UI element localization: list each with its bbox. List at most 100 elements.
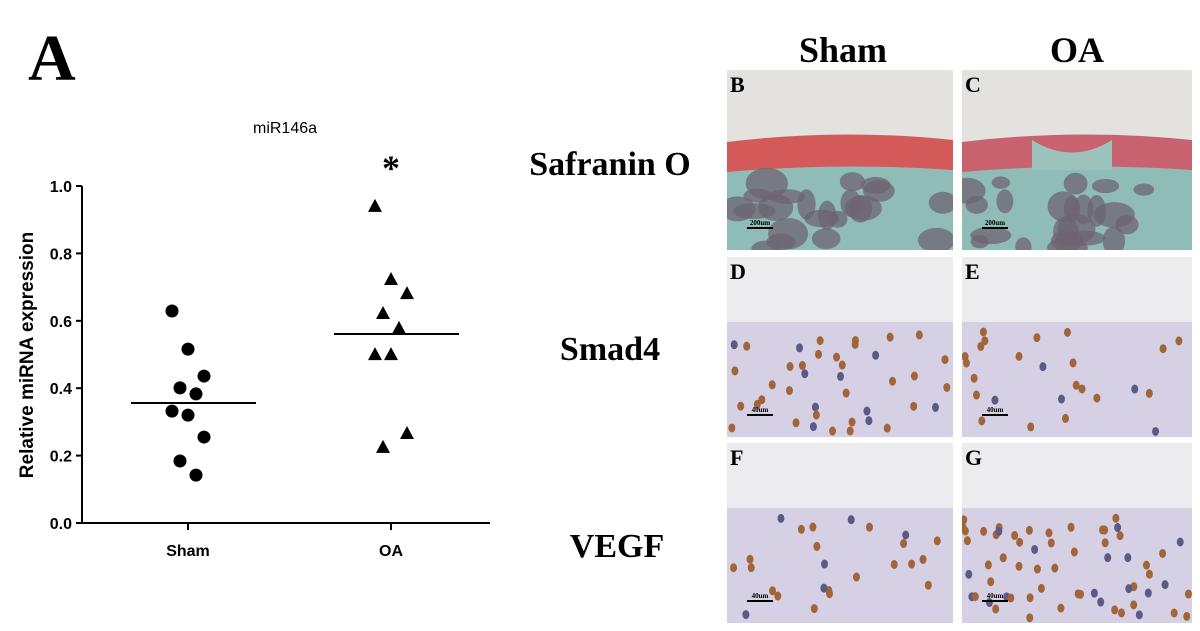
cell [962, 523, 967, 533]
point [173, 454, 187, 468]
cell [972, 390, 980, 400]
panel-letter: D [730, 259, 746, 284]
micrograph [962, 70, 1192, 250]
cell [1016, 537, 1024, 547]
cell [995, 526, 1003, 536]
cell [1025, 525, 1033, 535]
panel-letter: G [965, 445, 982, 470]
cell [1033, 333, 1041, 343]
cartilage [727, 508, 953, 623]
cell [1184, 589, 1192, 599]
cell [1067, 522, 1075, 532]
cell [842, 388, 850, 398]
cell [1072, 380, 1080, 390]
cell [962, 352, 969, 362]
point [181, 408, 195, 422]
cell [1093, 393, 1101, 403]
cell [1031, 544, 1039, 554]
micrographs: B 200um C 200um D 40um E 40um F 40um G 40um [727, 70, 1192, 623]
cell [1033, 564, 1041, 574]
chart-title: miR146a [253, 120, 317, 137]
cell [1104, 553, 1112, 563]
cell [1116, 531, 1124, 541]
column-header: Sham [799, 30, 887, 70]
cell [730, 563, 738, 573]
cell [811, 402, 819, 412]
cell [1152, 426, 1160, 436]
cell [796, 343, 804, 353]
scale-label: 40um [987, 592, 1004, 600]
cell [812, 410, 820, 420]
cell [829, 426, 837, 436]
cell [1135, 610, 1143, 620]
cell [999, 553, 1007, 563]
cell [1144, 588, 1152, 598]
y-axis-label: Relative miRNA expression [17, 232, 38, 478]
cell [1111, 605, 1119, 615]
cell [730, 340, 738, 350]
row-label: Smad4 [560, 331, 660, 368]
cell [1057, 603, 1065, 613]
y-tick-label: 0.2 [50, 449, 72, 466]
cell [1159, 548, 1167, 558]
point [384, 272, 398, 286]
cell [1039, 362, 1047, 372]
marrow [965, 195, 988, 214]
marrow [918, 227, 953, 250]
cell [838, 360, 846, 370]
cell [886, 332, 894, 342]
cell [786, 362, 794, 372]
cell [924, 580, 932, 590]
cell [1142, 560, 1150, 570]
cell [746, 554, 754, 564]
cell [731, 366, 739, 376]
cell [1057, 394, 1065, 404]
cell [1037, 583, 1045, 593]
scale-label: 40um [752, 406, 769, 414]
cell [979, 327, 987, 337]
cell [1170, 608, 1178, 618]
cell [965, 569, 973, 579]
cell [809, 522, 817, 532]
significance: * [382, 148, 400, 188]
cell [919, 554, 927, 564]
cell [1130, 600, 1138, 610]
cell [1183, 611, 1191, 621]
marrow [1091, 178, 1120, 194]
cell [1077, 589, 1085, 599]
cell [774, 591, 782, 601]
cell [1112, 513, 1120, 523]
point [181, 342, 195, 356]
point [165, 304, 179, 318]
cell [1078, 384, 1086, 394]
marrow [1015, 237, 1032, 250]
point [173, 381, 187, 395]
cell [809, 422, 817, 432]
cell [1069, 358, 1077, 368]
y-tick-label: 0.0 [50, 516, 72, 533]
cell [798, 361, 806, 371]
cell [971, 592, 979, 602]
cell [797, 524, 805, 534]
cell [970, 373, 978, 383]
cell [837, 371, 845, 381]
cell [991, 395, 999, 405]
micrograph [727, 257, 953, 437]
cell [737, 401, 745, 411]
micrograph [962, 257, 1192, 437]
cell [1159, 344, 1167, 354]
cell [846, 426, 854, 436]
cell [1131, 384, 1139, 394]
cell [1114, 523, 1122, 533]
cell [992, 604, 1000, 614]
cell [931, 402, 939, 412]
x-tick-label: Sham [166, 543, 210, 560]
scale-label: 40um [987, 406, 1004, 414]
panel-letter: C [965, 72, 981, 97]
cell [1011, 531, 1019, 541]
point [384, 347, 398, 361]
cell [1101, 525, 1109, 535]
micrograph [962, 443, 1192, 623]
cell [865, 522, 873, 532]
y-tick-label: 0.4 [50, 381, 72, 398]
